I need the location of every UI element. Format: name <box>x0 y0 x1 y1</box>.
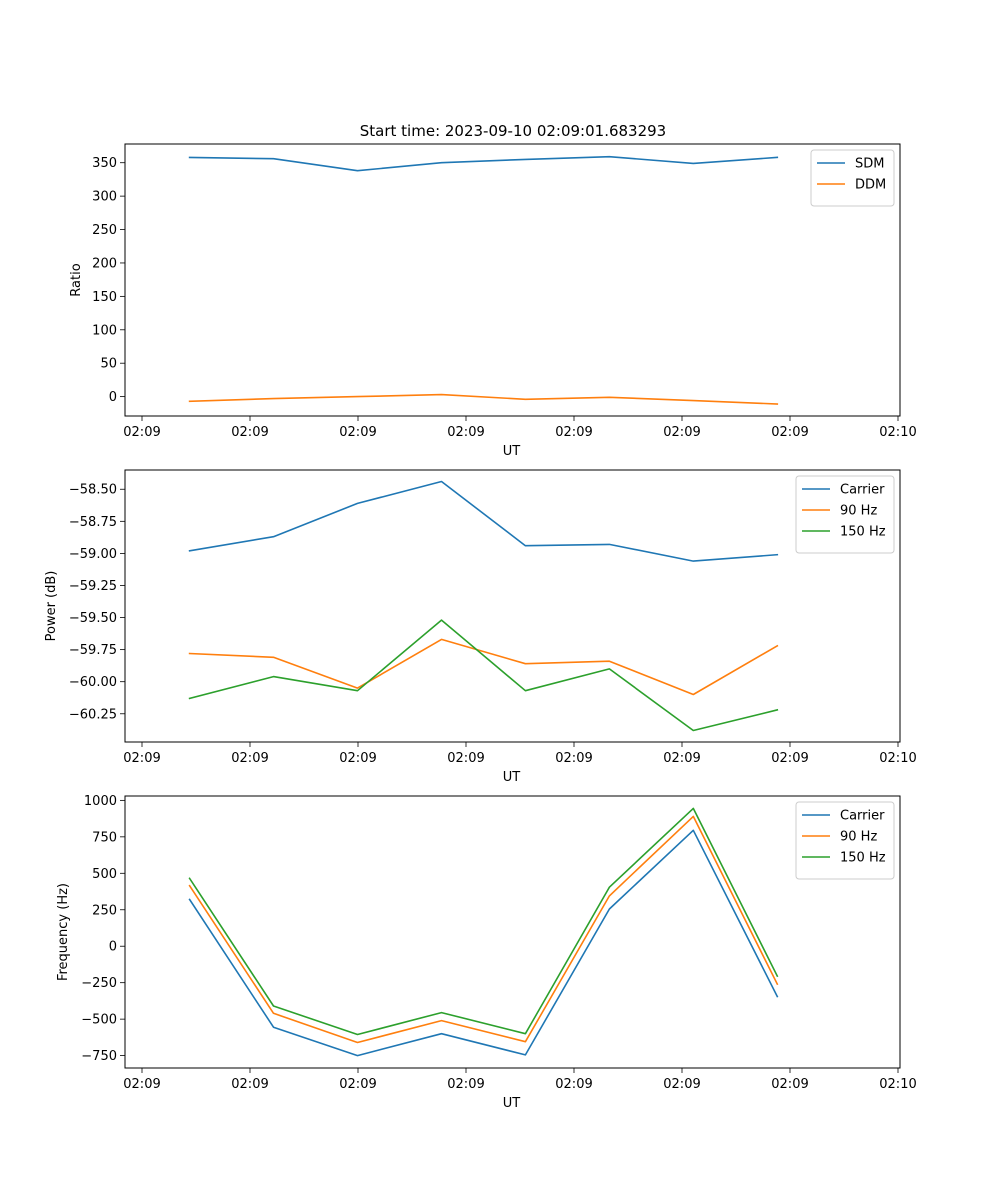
x-tick-label: 02:09 <box>339 751 376 766</box>
y-tick-label: 200 <box>92 256 117 271</box>
y-tick-label: −59.50 <box>69 611 117 626</box>
y-tick-label: 300 <box>92 190 117 205</box>
legend-label: Carrier <box>840 809 885 824</box>
y-tick-label: −58.50 <box>69 483 117 498</box>
x-tick-label: 02:09 <box>447 751 484 766</box>
y-tick-label: 250 <box>92 903 117 918</box>
legend-label: DDM <box>855 178 886 193</box>
legend-label: 150 Hz <box>840 525 886 540</box>
x-tick-label: 02:09 <box>123 751 160 766</box>
y-tick-label: 100 <box>92 323 117 338</box>
series-line-90-hz <box>188 638 779 696</box>
series-group <box>188 480 779 732</box>
y-tick-label: −59.25 <box>69 579 117 594</box>
x-tick-label: 02:09 <box>555 751 592 766</box>
subplot-3: 02:09 02:09 02:09 02:09 02:09 02:09 02:09 02:10… <box>56 794 917 1111</box>
x-tick-label: 02:10 <box>879 751 916 766</box>
x-tick-label: 02:09 <box>447 1077 484 1092</box>
legend: Carrier 90 Hz 150 Hz <box>795 475 895 554</box>
subplot-2: 02:09 02:09 02:09 02:09 02:09 02:09 02:09 02:10… <box>44 469 917 785</box>
axes-frame <box>124 143 901 417</box>
x-tick-label: 02:09 <box>339 425 376 440</box>
x-tick-label: 02:09 <box>231 1077 268 1092</box>
y-tick-label: 0 <box>109 940 117 955</box>
y-tick-label: −58.75 <box>69 515 117 530</box>
y-tick-label: −60.25 <box>69 707 117 722</box>
x-tick-label: 02:09 <box>447 425 484 440</box>
y-axis-label: Ratio <box>69 263 84 296</box>
y-tick-label: −500 <box>81 1013 117 1028</box>
x-axis-label: UT <box>503 444 521 459</box>
y-tick-label: −60.00 <box>69 675 117 690</box>
series-line-carrier <box>188 480 779 562</box>
series-line-150-hz <box>188 619 779 732</box>
legend-label: 90 Hz <box>840 830 877 845</box>
subplots: 02:09 02:09 02:09 02:09 02:09 02:09 02:09 02:10… <box>44 143 917 1111</box>
axes-frame <box>124 469 901 743</box>
y-tick-label: 250 <box>92 223 117 238</box>
x-tick-label: 02:09 <box>771 1077 808 1092</box>
x-tick-label: 02:09 <box>339 1077 376 1092</box>
x-tick-label: 02:09 <box>771 425 808 440</box>
legend-box <box>810 149 895 207</box>
y-tick-label: 0 <box>109 390 117 405</box>
series-line-150-hz <box>188 807 779 1036</box>
x-axis-label: UT <box>503 1096 521 1111</box>
axes-frame <box>124 795 901 1069</box>
subplot-1: 02:09 02:09 02:09 02:09 02:09 02:09 02:09 02:10… <box>69 143 917 459</box>
y-tick-label: −59.00 <box>69 547 117 562</box>
x-tick-label: 02:09 <box>123 1077 160 1092</box>
figure-title: Start time: 2023-09-10 02:09:01.683293 <box>360 122 666 140</box>
x-tick-label: 02:09 <box>771 751 808 766</box>
series-line-sdm <box>188 155 779 172</box>
x-tick-label: 02:09 <box>555 425 592 440</box>
y-tick-label: −750 <box>81 1049 117 1064</box>
y-axis-label: Frequency (Hz) <box>56 883 71 981</box>
x-tick-label: 02:10 <box>879 1077 916 1092</box>
x-tick-label: 02:09 <box>123 425 160 440</box>
series-group <box>188 155 779 405</box>
x-axis-label: UT <box>503 770 521 785</box>
legend-box <box>795 475 895 554</box>
x-tick-label: 02:10 <box>879 425 916 440</box>
x-tick-label: 02:09 <box>663 751 700 766</box>
legend: Carrier 90 Hz 150 Hz <box>795 801 895 880</box>
legend-box <box>795 801 895 880</box>
legend-label: 150 Hz <box>840 851 886 866</box>
x-tick-label: 02:09 <box>231 751 268 766</box>
y-tick-label: 1000 <box>84 794 117 809</box>
x-tick-label: 02:09 <box>555 1077 592 1092</box>
legend: SDM DDM <box>810 149 895 207</box>
legend-label: Carrier <box>840 483 885 498</box>
y-tick-label: −59.75 <box>69 643 117 658</box>
x-tick-label: 02:09 <box>231 425 268 440</box>
x-tick-label: 02:09 <box>663 425 700 440</box>
legend-label: 90 Hz <box>840 504 877 519</box>
series-group <box>188 807 779 1057</box>
y-tick-label: 500 <box>92 867 117 882</box>
y-tick-label: 750 <box>92 830 117 845</box>
series-line-90-hz <box>188 815 779 1044</box>
x-tick-label: 02:09 <box>663 1077 700 1092</box>
y-tick-label: −250 <box>81 976 117 991</box>
series-line-carrier <box>188 829 779 1057</box>
y-tick-label: 150 <box>92 290 117 305</box>
legend-label: SDM <box>855 157 884 172</box>
series-line-ddm <box>188 393 779 405</box>
y-axis-label: Power (dB) <box>44 571 59 642</box>
y-tick-label: 350 <box>92 156 117 171</box>
y-tick-label: 50 <box>100 357 117 372</box>
